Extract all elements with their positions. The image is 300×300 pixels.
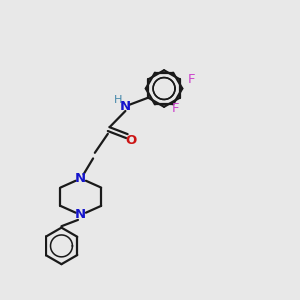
Text: F: F (172, 102, 179, 115)
Text: H: H (113, 95, 122, 105)
Text: N: N (75, 172, 86, 185)
Text: F: F (188, 73, 195, 86)
Text: N: N (120, 100, 131, 113)
Text: O: O (125, 134, 136, 147)
Text: N: N (75, 208, 86, 221)
